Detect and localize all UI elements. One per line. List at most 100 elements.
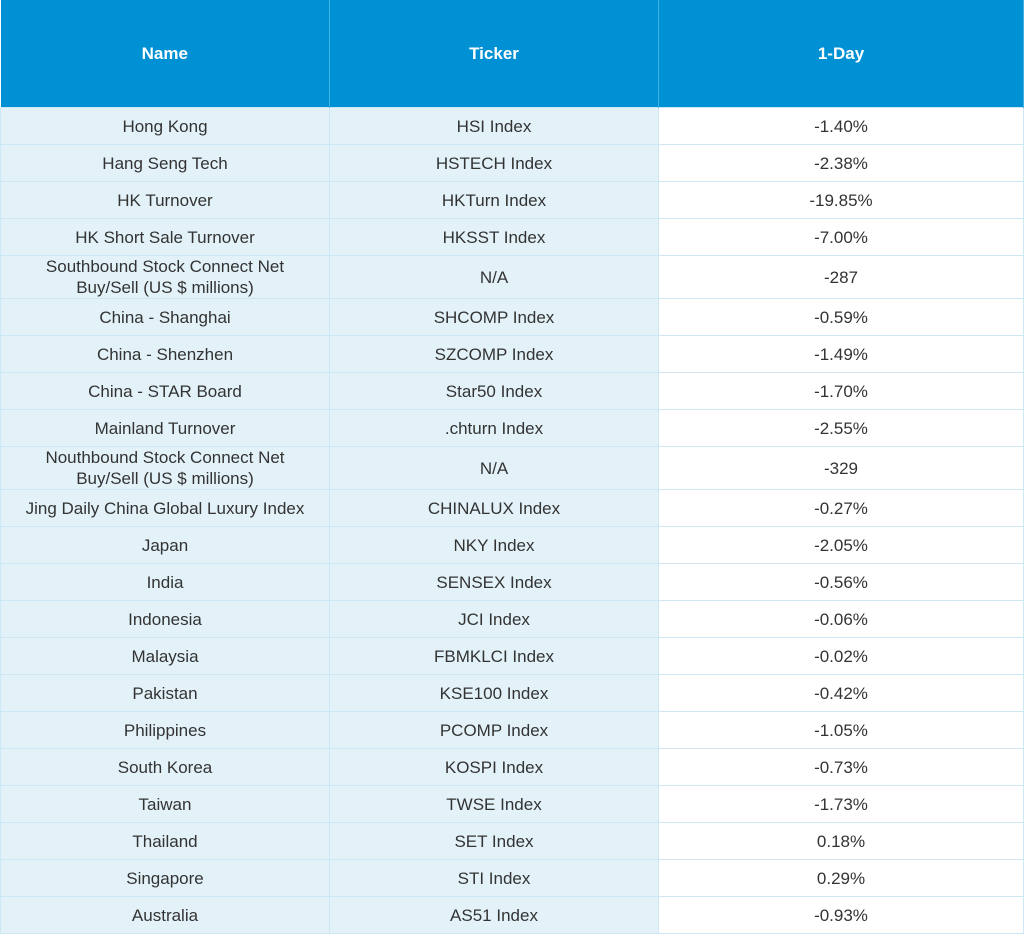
ticker-text: SENSEX Index <box>436 572 552 592</box>
change-text: -1.70% <box>814 381 868 401</box>
name-cell: Philippines <box>0 711 330 749</box>
name-text: Philippines <box>123 720 207 740</box>
ticker-text: STI Index <box>457 868 531 888</box>
ticker-cell: CHINALUX Index <box>329 489 659 527</box>
name-cell: India <box>0 563 330 601</box>
name-cell: Jing Daily China Global Luxury Index <box>0 489 330 527</box>
name-cell: Japan <box>0 526 330 564</box>
ticker-text: SZCOMP Index <box>434 344 554 364</box>
name-cell: Hong Kong <box>0 107 330 145</box>
name-text: Mainland Turnover <box>94 418 236 438</box>
change-text: -0.56% <box>814 572 868 592</box>
ticker-cell: HSTECH Index <box>329 144 659 182</box>
table-row: Hang Seng Tech HSTECH Index -2.38% <box>0 144 1024 182</box>
change-text: -0.59% <box>814 307 868 327</box>
ticker-text: NKY Index <box>453 535 535 555</box>
table-row: Hong Kong HSI Index -1.40% <box>0 107 1024 145</box>
change-text: -1.49% <box>814 344 868 364</box>
ticker-cell: NKY Index <box>329 526 659 564</box>
change-cell: -0.42% <box>658 674 1024 712</box>
change-text: -1.05% <box>814 720 868 740</box>
name-text: Hang Seng Tech <box>102 153 228 173</box>
change-cell: -0.56% <box>658 563 1024 601</box>
table-row: India SENSEX Index -0.56% <box>0 563 1024 601</box>
change-cell: -2.55% <box>658 409 1024 447</box>
name-text: Jing Daily China Global Luxury Index <box>25 498 305 518</box>
ticker-text: TWSE Index <box>446 794 542 814</box>
ticker-text: KOSPI Index <box>444 757 544 777</box>
change-text: -2.05% <box>814 535 868 555</box>
ticker-cell: N/A <box>329 446 659 490</box>
ticker-cell: STI Index <box>329 859 659 897</box>
table-row: Pakistan KSE100 Index -0.42% <box>0 674 1024 712</box>
name-text: China - Shenzhen <box>96 344 234 364</box>
change-cell: -287 <box>658 255 1024 299</box>
table-row: Taiwan TWSE Index -1.73% <box>0 785 1024 823</box>
table-row: Australia AS51 Index -0.93% <box>0 896 1024 934</box>
ticker-cell: SET Index <box>329 822 659 860</box>
name-cell: Mainland Turnover <box>0 409 330 447</box>
table-header: Name Ticker 1-Day <box>0 0 1024 108</box>
change-cell: -2.05% <box>658 526 1024 564</box>
change-text: -7.00% <box>814 227 868 247</box>
change-text: -19.85% <box>809 190 873 210</box>
ticker-cell: SENSEX Index <box>329 563 659 601</box>
ticker-text: HKTurn Index <box>441 190 547 210</box>
change-text: 0.29% <box>816 868 866 888</box>
ticker-cell: HKTurn Index <box>329 181 659 219</box>
change-cell: 0.29% <box>658 859 1024 897</box>
ticker-text: HKSST Index <box>442 227 546 247</box>
change-text: -0.27% <box>814 498 868 518</box>
table-row: Indonesia JCI Index -0.06% <box>0 600 1024 638</box>
change-cell: -0.06% <box>658 600 1024 638</box>
ticker-text: AS51 Index <box>450 905 538 925</box>
name-text: Nouthbound Stock Connect Net Buy/Sell (U… <box>45 448 285 488</box>
name-cell: South Korea <box>0 748 330 786</box>
ticker-text: SHCOMP Index <box>433 307 555 327</box>
ticker-text: N/A <box>479 458 509 478</box>
change-cell: -0.93% <box>658 896 1024 934</box>
table-row: China - Shenzhen SZCOMP Index -1.49% <box>0 335 1024 373</box>
name-cell: Indonesia <box>0 600 330 638</box>
name-text: China - Shanghai <box>99 307 231 327</box>
ticker-text: FBMKLCI Index <box>434 646 554 666</box>
name-cell: China - Shenzhen <box>0 335 330 373</box>
ticker-cell: SZCOMP Index <box>329 335 659 373</box>
name-cell: Malaysia <box>0 637 330 675</box>
name-cell: China - Shanghai <box>0 298 330 336</box>
column-header: 1-Day <box>658 0 1024 108</box>
name-cell: China - STAR Board <box>0 372 330 410</box>
table-row: Jing Daily China Global Luxury Index CHIN… <box>0 489 1024 527</box>
ticker-text: SET Index <box>454 831 534 851</box>
change-text: -329 <box>823 458 859 478</box>
name-text: Japan <box>141 535 189 555</box>
ticker-cell: HSI Index <box>329 107 659 145</box>
ticker-cell: N/A <box>329 255 659 299</box>
change-text: -2.38% <box>814 153 868 173</box>
ticker-cell: KOSPI Index <box>329 748 659 786</box>
change-cell: -0.27% <box>658 489 1024 527</box>
change-text: -0.02% <box>814 646 868 666</box>
name-text: Hong Kong <box>122 116 208 136</box>
name-cell: Singapore <box>0 859 330 897</box>
ticker-cell: FBMKLCI Index <box>329 637 659 675</box>
change-text: -2.55% <box>814 418 868 438</box>
table-row: Philippines PCOMP Index -1.05% <box>0 711 1024 749</box>
table-row: China - STAR Board Star50 Index -1.70% <box>0 372 1024 410</box>
ticker-cell: PCOMP Index <box>329 711 659 749</box>
name-cell: Thailand <box>0 822 330 860</box>
change-cell: -0.59% <box>658 298 1024 336</box>
change-cell: -0.02% <box>658 637 1024 675</box>
name-text: HK Short Sale Turnover <box>75 227 255 247</box>
table-row: Thailand SET Index 0.18% <box>0 822 1024 860</box>
change-cell: 0.18% <box>658 822 1024 860</box>
change-text: -0.93% <box>814 905 868 925</box>
ticker-cell: JCI Index <box>329 600 659 638</box>
name-cell: Australia <box>0 896 330 934</box>
table-row: Mainland Turnover .chturn Index -2.55% <box>0 409 1024 447</box>
name-cell: Southbound Stock Connect Net Buy/Sell (U… <box>0 255 330 299</box>
ticker-cell: .chturn Index <box>329 409 659 447</box>
change-cell: -1.73% <box>658 785 1024 823</box>
change-cell: -2.38% <box>658 144 1024 182</box>
